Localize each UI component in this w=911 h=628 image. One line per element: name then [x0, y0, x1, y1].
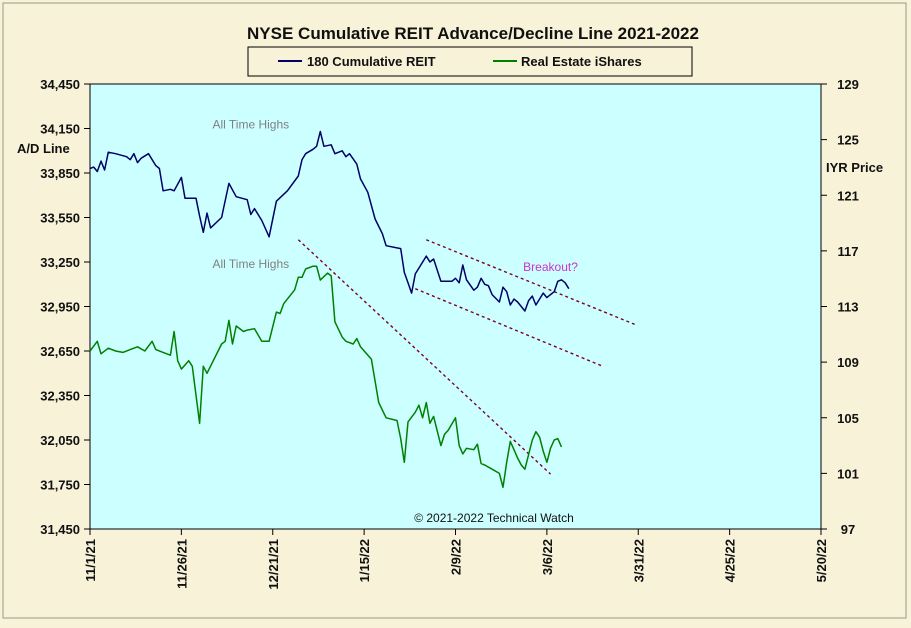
left-tick-label: 34,150	[40, 122, 80, 137]
legend-box	[247, 46, 693, 77]
annotation-label: Breakout?	[523, 260, 578, 274]
trendlines-layer	[297, 239, 635, 475]
left-tick-label: 31,750	[40, 478, 80, 493]
x-tick-label: 1/15/22	[357, 539, 372, 582]
legend-label-ad-line: 180 Cumulative REIT	[307, 54, 436, 69]
x-tick-label: 3/6/22	[540, 539, 555, 575]
annotation-label: All Time Highs	[212, 257, 289, 271]
right-tick-label: 113	[838, 300, 859, 315]
axes-layer: 34,450 34,150 33,850 33,550 33,250 32,950 32,6…	[40, 77, 859, 590]
right-tick-label: 101	[837, 466, 859, 481]
x-tick-label: 2/9/22	[449, 539, 464, 575]
x-tick-label: 3/31/22	[631, 539, 646, 582]
left-tick-label: 32,050	[40, 433, 80, 448]
left-tick-label: 33,550	[40, 211, 80, 226]
left-tick-label: 32,350	[40, 389, 80, 404]
trendline	[415, 288, 602, 367]
left-tick-label: 33,850	[40, 166, 80, 181]
x-tick-label: 11/1/21	[83, 539, 98, 582]
x-tick-label: 11/26/21	[174, 539, 189, 589]
chart-title: NYSE Cumulative REIT Advance/Decline Lin…	[247, 24, 699, 43]
x-tick-label: 12/21/21	[266, 539, 281, 590]
left-tick-label: 33,250	[40, 255, 80, 270]
x-tick-label: 5/20/22	[814, 539, 829, 582]
series-layer	[89, 130, 570, 489]
right-tick-label: 129	[837, 77, 859, 92]
left-tick-label: 34,450	[40, 77, 80, 92]
trendline	[425, 239, 635, 325]
right-tick-label: 97	[841, 522, 855, 537]
right-tick-label: 117	[838, 244, 859, 259]
series-line-ad	[89, 130, 570, 312]
annotations-layer: All Time Highs All Time Highs Breakout?	[212, 118, 578, 274]
right-axis-title: IYR Price	[826, 160, 883, 175]
copyright-text: © 2021-2022 Technical Watch	[414, 511, 574, 525]
right-tick-label: 105	[837, 411, 859, 426]
left-tick-label: 31,450	[40, 522, 80, 537]
left-tick-label: 32,650	[40, 344, 80, 359]
plot-area	[89, 83, 822, 530]
annotation-label: All Time Highs	[212, 118, 289, 132]
right-tick-label: 125	[837, 133, 859, 148]
right-tick-label: 121	[837, 188, 859, 203]
series-line-iyr	[89, 265, 563, 489]
legend: 180 Cumulative REIT Real Estate iShares	[247, 46, 693, 77]
legend-label-iyr: Real Estate iShares	[521, 54, 642, 69]
left-tick-label: 32,950	[40, 300, 80, 315]
left-axis-title: A/D Line	[17, 141, 70, 156]
right-tick-label: 109	[837, 355, 859, 370]
x-tick-label: 4/25/22	[723, 539, 738, 582]
